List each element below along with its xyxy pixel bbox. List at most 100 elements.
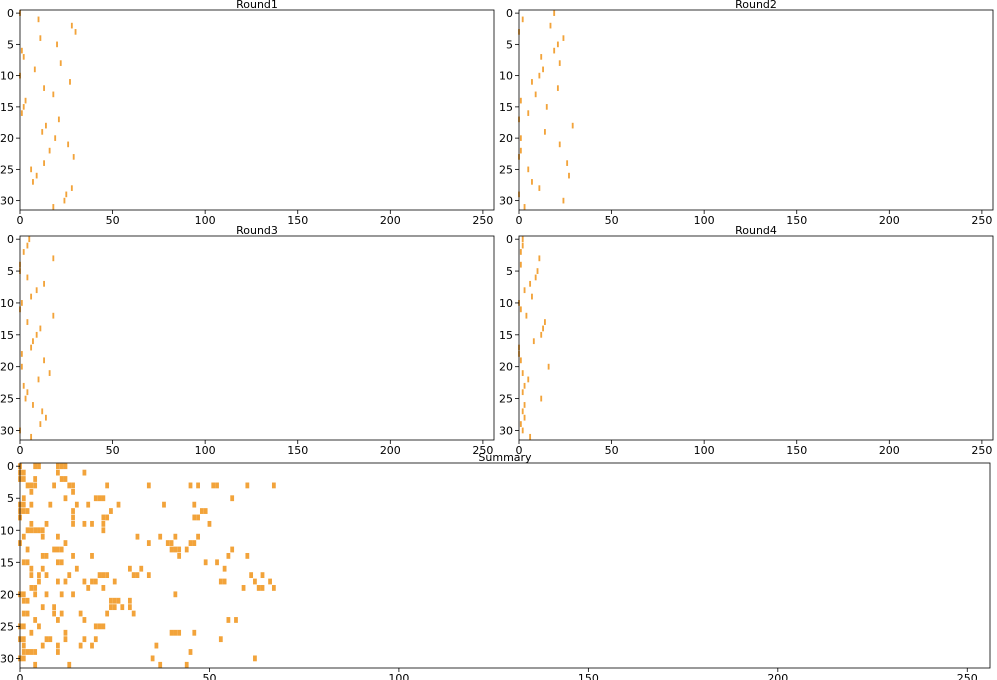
heat-cell [20,110,23,116]
heat-cell [188,540,193,546]
heat-cell [43,280,45,287]
heat-cell [37,376,40,383]
heat-cell [196,533,200,540]
heat-cell [271,585,276,591]
heat-cell [21,636,26,643]
heat-cell [536,268,539,274]
y-tick-label: 25 [0,620,14,633]
x-tick-label: 200 [879,214,900,227]
x-tick-label: 150 [578,672,599,680]
heat-cell [131,572,136,579]
x-tick-label: 250 [472,214,493,227]
heat-cell [230,546,235,553]
heat-cell [71,488,75,495]
heat-cell [41,129,44,135]
heat-cell [29,501,34,508]
heat-cell [67,141,70,148]
heat-cell [558,60,561,66]
y-tick-label: 10 [0,297,14,310]
heat-cell [56,463,60,470]
heat-cell [20,300,23,306]
heat-cell [196,482,200,489]
heat-cell [33,476,38,482]
heat-cell [37,16,40,23]
heat-cell [529,280,532,287]
x-tick-label: 250 [971,214,992,227]
heat-cell [196,514,200,521]
heat-cell [568,172,570,179]
chart-title: Summary [478,451,532,464]
heat-cell [139,565,144,572]
heat-cell [30,166,33,173]
heat-cell [97,572,102,579]
heat-cell [37,527,41,534]
plot-frame [518,235,994,441]
heat-cell [562,197,565,204]
x-tick-label: 150 [287,444,308,457]
y-tick-label: 30 [499,424,513,437]
heat-cell [97,623,102,630]
heat-cell [127,597,132,604]
heat-cell [52,546,56,553]
heat-cell [519,306,522,313]
heat-cell [521,16,524,23]
heat-cell [37,623,41,630]
heat-cell [101,514,106,521]
heat-cell [116,501,121,508]
x-tick-label: 100 [195,444,216,457]
heat-cell [105,482,110,489]
heat-cell [540,331,543,338]
heat-cell [162,501,166,508]
heat-cell [40,527,45,534]
y-tick-label: 20 [0,132,14,145]
heat-cell [24,395,27,402]
heat-cell [112,597,117,604]
heat-cell [33,527,38,534]
heat-cell [29,482,34,489]
heat-cell [222,565,227,572]
heat-cell [523,204,526,210]
heat-cell [169,546,174,553]
heat-cell [29,488,34,495]
heat-cell [538,255,541,262]
heat-cell [78,610,83,617]
heat-cell [32,338,34,345]
heat-cell [52,204,55,210]
heat-cell [44,572,49,579]
heat-cell [93,495,98,502]
heat-cell [90,642,94,649]
heat-cell [523,402,526,408]
heat-cell [44,636,49,643]
heat-cell [21,501,26,508]
heat-cell [249,572,254,579]
heat-cell [33,649,38,655]
x-tick-label: 100 [195,214,216,227]
chart-title: Round4 [735,224,777,237]
heat-cell [52,482,56,489]
heat-cell [71,508,75,514]
y-tick-label: 20 [499,132,513,145]
x-tick-label: 150 [786,444,807,457]
x-tick-label: 50 [605,444,619,457]
heat-cell [101,495,106,502]
heat-cell [245,552,250,559]
heat-cell [215,559,219,566]
heat-cell [207,520,212,527]
heat-cell [531,293,533,300]
heat-cell [150,655,155,662]
heat-cell [245,482,250,489]
heat-cell [33,591,38,598]
heat-cell [203,559,208,566]
heat-cell [112,578,117,585]
y-tick-label: 25 [0,163,14,176]
heat-cell [521,236,524,243]
heat-cell [86,501,91,508]
heat-cell [56,41,58,48]
heat-cell [521,389,524,396]
y-tick-label: 30 [0,424,14,437]
heat-cell [82,469,87,476]
heat-cell [531,179,533,185]
heat-cell [222,578,227,585]
x-tick-label: 0 [17,214,24,227]
heat-cell [556,85,559,91]
